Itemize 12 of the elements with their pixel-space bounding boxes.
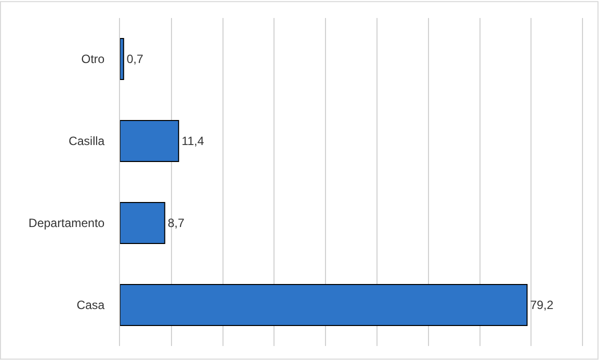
y-tick-label: Otro [81,52,105,66]
data-label: 0,7 [126,52,144,66]
data-label: 79,2 [530,298,554,312]
bar [120,202,166,244]
bar [120,120,180,162]
y-tick-label: Departamento [28,216,105,230]
y-tick-label: Casilla [68,134,105,148]
data-label: 11,4 [182,134,204,148]
y-tick-label: Casa [76,298,105,312]
bar [120,284,528,326]
data-label: 8,7 [168,216,185,230]
bar [120,38,124,80]
